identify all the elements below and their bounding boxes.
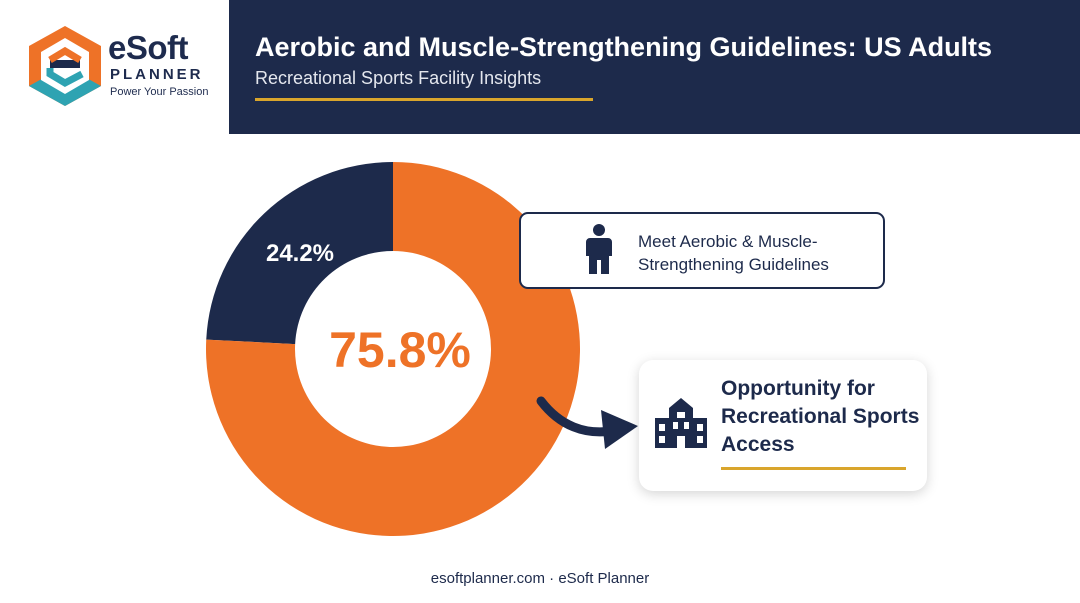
- page-title: Aerobic and Muscle-Strengthening Guideli…: [255, 32, 993, 62]
- brand-tagline: Power Your Passion: [110, 86, 209, 98]
- callout-opportunity: Opportunity for Recreational Sports Acce…: [639, 360, 927, 491]
- logo: eSoft PLANNER Power Your Passion: [0, 0, 229, 134]
- center-value-label: 75.8%: [329, 322, 471, 378]
- callout-opportunity-label: Opportunity for Recreational Sports Acce…: [721, 377, 920, 456]
- donut-slices: [205, 162, 580, 536]
- footer-credit: esoftplanner.com · eSoft Planner: [430, 570, 650, 587]
- callout-meet-label: Meet Aerobic & Muscle-Strengthening Guid…: [638, 232, 829, 274]
- building-icon: [655, 398, 707, 448]
- arrow-head: [601, 410, 638, 449]
- callout-meet-guidelines: Meet Aerobic & Muscle-Strengthening Guid…: [519, 212, 885, 289]
- brand-name: eSoft: [108, 29, 189, 66]
- callout-underline: [721, 467, 906, 470]
- page-subtitle: Recreational Sports Facility Insights: [255, 68, 542, 88]
- slice-opportunity: [205, 162, 580, 536]
- esoft-logo-icon: [29, 26, 101, 106]
- person-icon: [586, 224, 612, 274]
- slice-label-meet: 24.2%: [266, 240, 334, 267]
- title-underline: [255, 98, 593, 101]
- brand-subname: PLANNER: [110, 66, 204, 83]
- header: Aerobic and Muscle-Strengthening Guideli…: [229, 0, 1080, 134]
- slice-meet-guidelines: [206, 162, 393, 345]
- donut-chart: 75.8% 24.2%: [205, 162, 638, 536]
